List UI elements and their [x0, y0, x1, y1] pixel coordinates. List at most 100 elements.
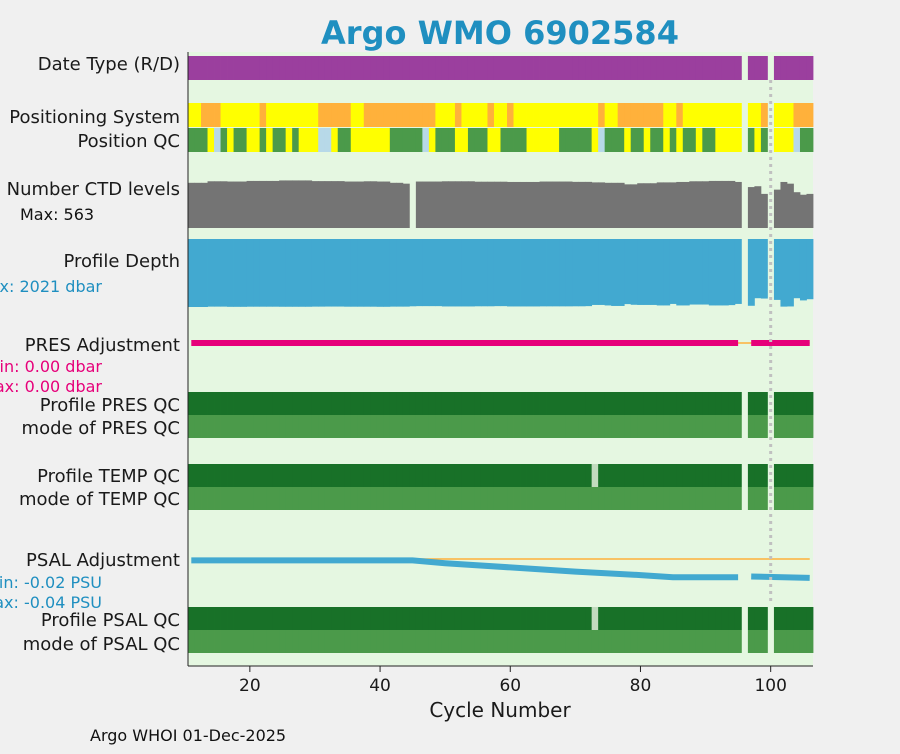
profile-temp-qc-mark — [754, 464, 762, 487]
position-qc-mark — [389, 128, 397, 152]
profile-depth-bar — [383, 239, 391, 307]
profile-pres-qc-mark — [799, 392, 807, 415]
row-labels: Date Type (R/D) Positioning System Posit… — [0, 54, 180, 655]
profile-temp-qc-mark — [656, 464, 664, 487]
profile-psal-qc-mark — [702, 607, 710, 630]
profile-depth-bar — [292, 239, 300, 307]
position-qc-mark — [656, 128, 664, 152]
mode-psal-qc-mark — [337, 630, 345, 653]
profile-depth-bar — [656, 239, 664, 306]
mode-pres-qc-mark — [370, 415, 378, 438]
mode-temp-qc-mark — [513, 487, 521, 510]
date-type-mark — [337, 56, 345, 80]
label-mode-temp-qc: mode of TEMP QC — [19, 489, 180, 510]
profile-depth-bar — [682, 239, 690, 306]
ctd-level-bar — [253, 180, 261, 228]
position-qc-mark — [513, 128, 521, 152]
positioning-mark — [207, 103, 215, 127]
date-type-mark — [682, 56, 690, 80]
x-tick-label: 40 — [369, 676, 391, 696]
mode-pres-qc-mark — [227, 415, 234, 438]
positioning-mark — [389, 103, 397, 127]
profile-pres-qc-mark — [305, 392, 313, 415]
mode-pres-qc-mark — [220, 415, 228, 438]
mode-psal-qc-mark — [227, 630, 234, 653]
mode-pres-qc-mark — [520, 415, 527, 438]
ctd-level-bar — [461, 181, 469, 228]
date-type-mark — [676, 56, 684, 80]
profile-pres-qc-mark — [259, 392, 267, 415]
mode-pres-qc-mark — [376, 415, 384, 438]
label-profile-pres-qc: Profile PRES QC — [40, 395, 180, 416]
label-profile-depth: Profile Depth — [63, 251, 180, 272]
position-qc-mark — [533, 128, 540, 152]
ctd-level-bar — [663, 182, 671, 228]
mode-temp-qc-mark — [194, 487, 202, 510]
positioning-mark — [188, 103, 195, 127]
position-qc-mark — [292, 128, 300, 152]
positioning-mark — [363, 103, 371, 127]
ctd-level-bar — [689, 181, 697, 228]
position-qc-mark — [669, 128, 677, 152]
mode-temp-qc-mark — [253, 487, 261, 510]
mode-psal-qc-mark — [357, 630, 365, 653]
date-type-mark — [728, 56, 736, 80]
ctd-level-bar — [396, 182, 404, 228]
profile-depth-bar — [546, 239, 553, 307]
x-tick-label: 80 — [630, 676, 652, 696]
mode-psal-qc-mark — [266, 630, 274, 653]
mode-pres-qc-mark — [415, 415, 423, 438]
profile-psal-qc-mark — [799, 607, 807, 630]
ctd-level-bar — [585, 181, 593, 228]
date-type-mark — [780, 56, 788, 80]
profile-psal-qc-mark — [754, 607, 762, 630]
date-type-mark — [572, 56, 580, 80]
ctd-level-bar — [357, 181, 365, 228]
positioning-mark — [656, 103, 664, 127]
date-type-mark — [656, 56, 664, 80]
ctd-level-bar — [786, 183, 794, 228]
ctd-level-bar — [337, 181, 345, 228]
profile-pres-qc-mark — [604, 392, 612, 415]
positioning-mark — [402, 103, 410, 127]
position-qc-mark — [578, 128, 586, 152]
mode-temp-qc-mark — [383, 487, 391, 510]
ctd-level-bar — [721, 180, 729, 228]
mode-psal-qc-mark — [344, 630, 352, 653]
mode-pres-qc-mark — [702, 415, 710, 438]
profile-pres-qc-mark — [669, 392, 677, 415]
mode-temp-qc-mark — [799, 487, 807, 510]
position-qc-mark — [214, 128, 221, 152]
profile-pres-qc-mark — [383, 392, 391, 415]
position-qc-mark — [637, 128, 645, 152]
position-qc-mark — [799, 128, 807, 152]
mode-pres-qc-mark — [467, 415, 475, 438]
position-qc-mark — [253, 128, 261, 152]
position-qc-mark — [520, 128, 527, 152]
profile-pres-qc-mark — [539, 392, 547, 415]
profile-temp-qc-mark — [728, 464, 736, 487]
date-type-mark — [546, 56, 553, 80]
mode-psal-qc-mark — [500, 630, 508, 653]
date-type-mark — [324, 56, 332, 80]
mode-pres-qc-mark — [311, 415, 319, 438]
mode-temp-qc-mark — [728, 487, 736, 510]
date-type-mark — [240, 56, 247, 80]
profile-temp-qc-mark — [272, 464, 280, 487]
mode-psal-qc-mark — [493, 630, 501, 653]
position-qc-mark — [467, 128, 475, 152]
position-qc-mark — [611, 128, 619, 152]
profile-pres-qc-mark — [298, 392, 306, 415]
ctd-level-bar — [285, 180, 293, 228]
profile-depth-bar — [402, 239, 410, 307]
mode-psal-qc-mark — [578, 630, 586, 653]
profile-psal-qc-mark — [201, 607, 208, 630]
ctd-level-bar — [279, 180, 287, 228]
position-qc-mark — [552, 128, 560, 152]
date-type-mark — [220, 56, 228, 80]
profile-pres-qc-mark — [585, 392, 593, 415]
date-type-mark — [474, 56, 482, 80]
positioning-mark — [604, 103, 612, 127]
mode-pres-qc-mark — [324, 415, 332, 438]
date-type-mark — [708, 56, 716, 80]
